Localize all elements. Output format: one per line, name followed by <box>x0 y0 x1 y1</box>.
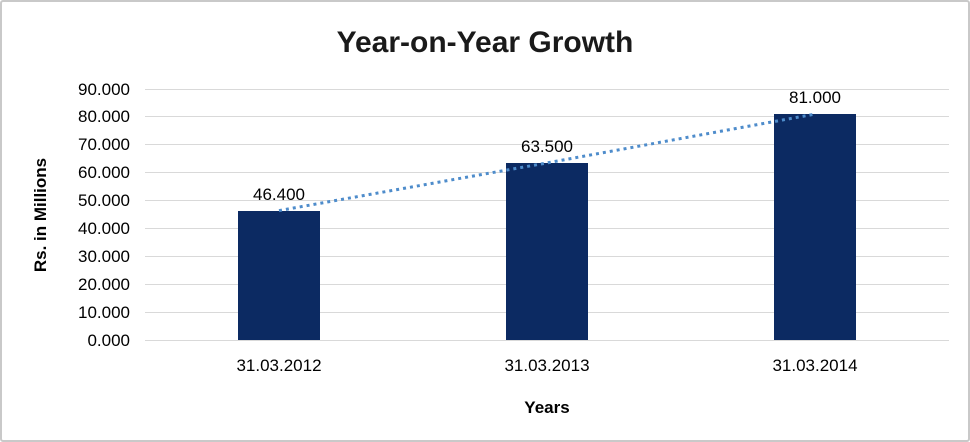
x-axis-category-labels: 31.03.2012 31.03.2013 31.03.2014 <box>145 355 949 377</box>
y-tick-label: 80.000 <box>78 107 130 127</box>
y-tick-label: 10.000 <box>78 302 130 322</box>
bar <box>506 162 588 340</box>
gridline <box>145 88 949 90</box>
x-category-label: 31.03.2014 <box>772 356 858 375</box>
y-tick-label: 90.000 <box>78 79 130 99</box>
y-tick-label: 0.000 <box>87 330 130 350</box>
plot-area: 46.400 63.500 81.000 <box>145 88 949 341</box>
y-tick-label: 50.000 <box>78 191 130 211</box>
y-tick-label: 30.000 <box>78 246 130 266</box>
y-axis-tick-labels: 90.000 80.000 70.000 60.000 50.000 40.000 30.0… <box>2 80 130 350</box>
chart-title: Year-on-Year Growth <box>336 26 634 59</box>
x-axis-title: Years <box>524 398 570 417</box>
bar <box>238 210 320 340</box>
trendline <box>278 112 816 213</box>
gridline <box>145 144 949 146</box>
bar <box>774 114 856 340</box>
bar-value-label: 46.400 <box>253 184 305 204</box>
bar-value-label: 81.000 <box>789 88 841 108</box>
x-category-label: 31.03.2013 <box>504 356 590 375</box>
gridline <box>145 116 949 118</box>
gridline <box>145 339 949 341</box>
y-tick-label: 40.000 <box>78 218 130 238</box>
y-tick-label: 70.000 <box>78 135 130 155</box>
bar-value-label: 63.500 <box>521 136 573 156</box>
x-category-label: 31.03.2012 <box>236 356 322 375</box>
y-tick-label: 60.000 <box>78 163 130 183</box>
y-tick-label: 20.000 <box>78 274 130 294</box>
